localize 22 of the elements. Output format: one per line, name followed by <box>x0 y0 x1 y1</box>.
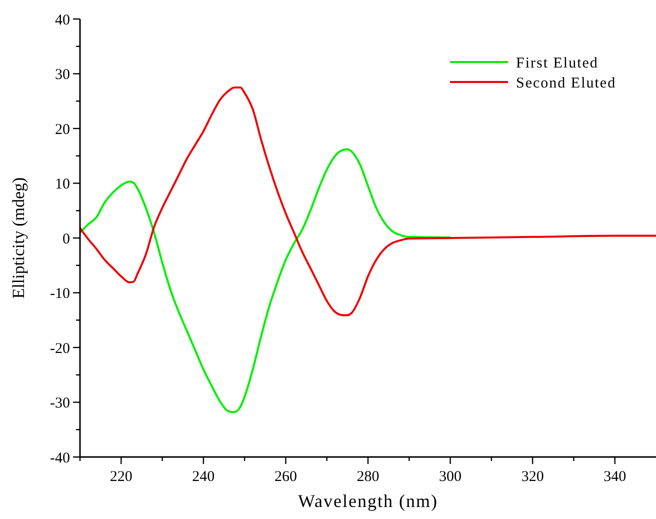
y-tick-label: -30 <box>50 396 70 412</box>
y-tick-label: 10 <box>55 176 70 192</box>
y-tick-label: 0 <box>62 231 70 248</box>
legend-label: First Eluted <box>516 55 598 72</box>
x-tick-label: 220 <box>110 469 132 485</box>
x-tick-label: 320 <box>521 469 544 485</box>
x-tick-label: 340 <box>604 469 626 485</box>
x-axis-title: Wavelength (nm) <box>298 491 438 511</box>
y-tick-label: 20 <box>55 122 70 138</box>
y-tick-label: 40 <box>55 12 70 28</box>
x-tick-label: 300 <box>439 469 462 485</box>
x-tick-label: 260 <box>274 469 297 485</box>
line-series <box>79 148 452 414</box>
y-axis-title: Ellipticity (mdeg) <box>9 177 28 299</box>
y-tick-label: 30 <box>55 67 70 83</box>
x-tick-label: 280 <box>356 469 380 485</box>
legend-label: Second Eluted <box>516 75 616 92</box>
y-tick-label: -10 <box>50 286 70 302</box>
x-tick-label: 240 <box>192 469 215 485</box>
y-tick-label: -20 <box>50 340 70 357</box>
y-tick-label: -40 <box>50 450 70 466</box>
line-series <box>79 86 656 316</box>
